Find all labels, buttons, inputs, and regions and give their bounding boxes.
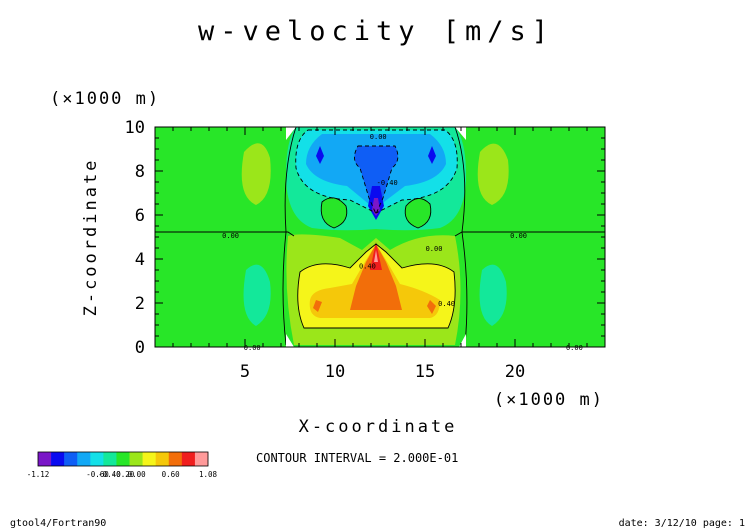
- contour-region-left-lower: [243, 264, 271, 326]
- x-tick-label: 15: [415, 362, 435, 382]
- colorbar-tick-label: -0.60: [86, 470, 109, 479]
- colorbar-swatch: [116, 452, 130, 466]
- x-axis-label: X-coordinate: [299, 417, 458, 437]
- x-unit-label: (×1000 m): [494, 390, 604, 410]
- contour-label: 0.00: [426, 245, 443, 253]
- colorbar-tick-label: 0.00: [128, 470, 147, 479]
- contour-region-left-dark: [316, 146, 324, 164]
- colorbar-swatch: [77, 452, 91, 466]
- contour-label: 0.00: [370, 133, 387, 141]
- footer-left: gtool4/Fortran90: [10, 518, 106, 529]
- contour-region-right-dark: [428, 146, 436, 164]
- y-tick-label: 6: [135, 206, 145, 226]
- y-tick-label: 4: [135, 250, 145, 270]
- colorbar-swatch: [51, 452, 65, 466]
- contour-region-right-upper: [477, 143, 509, 205]
- contour-line-mid-left: [320, 197, 348, 229]
- colorbar-swatch: [181, 452, 196, 466]
- colorbar-frame: [37, 451, 209, 467]
- x-axis: 5 10 15 20: [172, 127, 588, 382]
- contour-line-zero-left: [282, 126, 297, 346]
- contour-region-right-lower: [479, 264, 507, 326]
- colorbar-swatch: [103, 452, 117, 466]
- contour-region-pos-108: [374, 250, 378, 262]
- colorbar-tick-label: 0.60: [162, 470, 181, 479]
- contour-region-left-upper: [241, 143, 271, 205]
- contour-label: 0.00: [222, 232, 239, 240]
- colorbar: -1.12 -0.60-0.40-0.200.00 0.60 1.08: [27, 451, 218, 479]
- contour-region-mid-right: [405, 198, 431, 228]
- contour-label: 0.00: [510, 232, 527, 240]
- y-tick-label: 10: [125, 118, 145, 138]
- colorbar-swatch: [129, 452, 143, 466]
- colorbar-swatch: [155, 452, 170, 466]
- chart-title: w-velocity [m/s]: [198, 16, 554, 47]
- contour-line-mid-right: [404, 198, 432, 229]
- colorbar-tick-label: -0.40: [98, 470, 121, 479]
- contour-region-pos-left-small: [313, 300, 322, 312]
- contour-line-zero-right: [454, 126, 468, 346]
- footer-right: date: 3/12/10 page: 1: [619, 518, 745, 529]
- contour-line-neg-080: [354, 145, 399, 216]
- colorbar-tick-label: 1.08: [199, 470, 218, 479]
- x-tick-label: 10: [325, 362, 345, 382]
- x-tick-label: 5: [240, 362, 250, 382]
- contour-region-pos-right-small: [427, 300, 436, 314]
- field-corner-top-right: [455, 127, 466, 140]
- colorbar-swatch: [64, 452, 78, 466]
- field-corner-bottom-left: [286, 334, 294, 347]
- contour-region-mid-left: [321, 197, 347, 228]
- y-unit-label: (×1000 m): [50, 89, 160, 109]
- colorbar-swatch: [90, 452, 104, 466]
- colorbar-swatch: [168, 452, 183, 466]
- y-axis: 0 2 4 6 8 10: [125, 118, 605, 358]
- contour-interval-text: CONTOUR INTERVAL = 2.000E-01: [256, 451, 458, 465]
- colorbar-swatch: [38, 452, 52, 466]
- x-tick-label: 20: [505, 362, 525, 382]
- contour-label: 0.00: [244, 344, 261, 352]
- y-axis-label: Z-coordinate: [81, 158, 101, 317]
- contour-line-neg-040: [295, 129, 458, 214]
- y-tick-label: 8: [135, 162, 145, 182]
- field-corner-top-left: [286, 127, 296, 140]
- colorbar-swatch: [194, 452, 209, 466]
- colorbar-tick-label: -0.20: [112, 470, 135, 479]
- contour-label: -0.40: [377, 179, 398, 187]
- y-tick-label: 0: [135, 338, 145, 358]
- contour-region-neg-080: [354, 146, 398, 214]
- contour-label: 0.40: [438, 300, 455, 308]
- colorbar-swatch: [142, 452, 156, 466]
- contour-label: 0.00: [566, 344, 583, 352]
- contour-labels: 0.00 -0.40 0.00 0.40 0.00 0.00 0.40 0.00 0.00: [222, 133, 583, 352]
- plot-area: [155, 126, 605, 347]
- contour-line-pos-040: [297, 243, 456, 329]
- contour-region-pos-080: [350, 244, 402, 310]
- colorbar-tick-label: -1.12: [27, 470, 50, 479]
- y-tick-label: 2: [135, 294, 145, 314]
- contour-label: 0.40: [359, 263, 376, 271]
